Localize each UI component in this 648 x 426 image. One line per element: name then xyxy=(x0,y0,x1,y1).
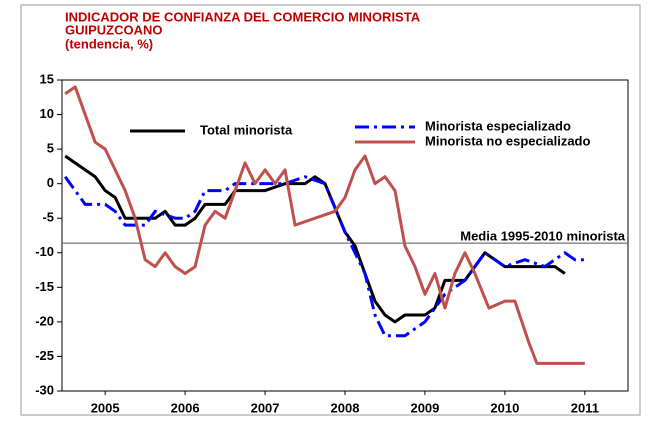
x-tick-label: 2008 xyxy=(331,400,360,415)
y-tick-label: -15 xyxy=(35,279,54,294)
chart-title: INDICADOR DE CONFIANZA DEL COMERCIO MINO… xyxy=(65,9,421,24)
y-tick-label: -20 xyxy=(35,313,54,328)
y-tick-label: -5 xyxy=(42,210,54,225)
reference-label: Media 1995-2010 minorista xyxy=(460,229,626,244)
y-tick-label: -10 xyxy=(35,244,54,259)
y-tick-label: 0 xyxy=(47,175,54,190)
x-tick-label: 2011 xyxy=(571,400,599,415)
y-tick-label: -25 xyxy=(35,348,54,363)
series-line xyxy=(64,85,585,365)
x-tick-label: 2010 xyxy=(490,400,519,415)
y-tick-label: 5 xyxy=(47,141,54,156)
series-line xyxy=(64,154,566,324)
legend-label: Total minorista xyxy=(200,122,293,137)
series-line xyxy=(63,175,585,338)
x-tick-label: 2009 xyxy=(410,400,439,415)
y-tick-label: -30 xyxy=(35,382,54,397)
chart-subtitle: (tendencia, %) xyxy=(65,36,153,51)
legend-label: Minorista no especializado xyxy=(425,133,590,148)
legend-label: Minorista especializado xyxy=(425,118,571,133)
frame xyxy=(20,4,641,416)
y-tick-label: 10 xyxy=(40,106,54,121)
x-tick-label: 2007 xyxy=(251,400,280,415)
y-tick-label: 15 xyxy=(40,71,54,86)
x-tick-label: 2006 xyxy=(171,400,200,415)
chart-title: GUIPUZCOANO xyxy=(65,22,163,37)
x-tick-label: 2005 xyxy=(91,400,120,415)
